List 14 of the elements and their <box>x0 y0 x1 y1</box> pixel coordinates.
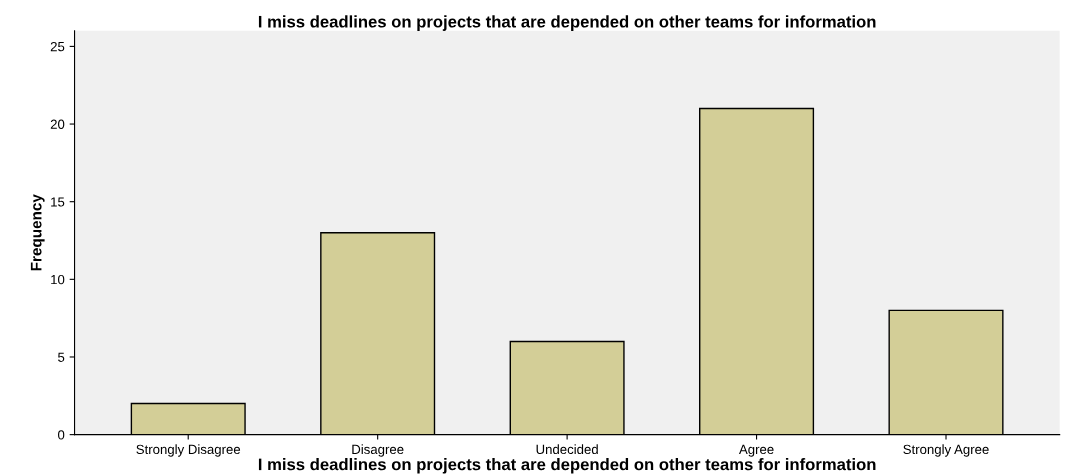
x-tick-label: Strongly Agree <box>903 444 989 457</box>
y-tick-label: 25 <box>50 41 65 52</box>
y-tick-label: 5 <box>58 352 65 362</box>
y-tick-label: 20 <box>50 119 65 129</box>
x-axis-title: I miss deadlines on projects that are depended on other teams for information <box>258 458 876 474</box>
y-tick-label: 0 <box>58 430 65 440</box>
x-tick-label: Agree <box>738 444 774 457</box>
chart-title: I miss deadlines on projects that are depended on other teams for information <box>258 15 876 31</box>
x-tick-label: Undecided <box>536 444 598 455</box>
x-tick-label: Strongly Disagree <box>136 444 241 457</box>
y-tick-label: 10 <box>51 274 65 285</box>
x-tick-label: Disagree <box>352 444 404 457</box>
y-axis-title: Frequency <box>30 194 45 271</box>
y-tick-label: 15 <box>51 197 65 207</box>
